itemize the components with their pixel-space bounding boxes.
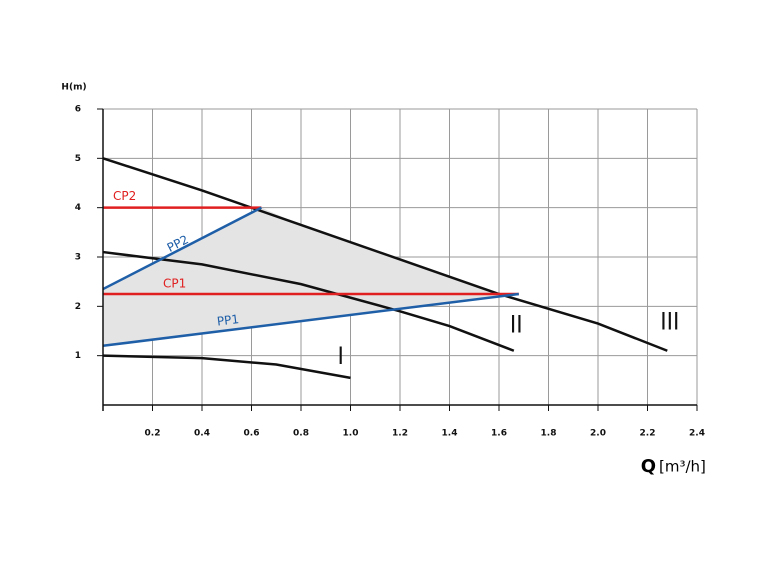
series-label: PP1 bbox=[216, 312, 240, 329]
x-tick-label: 1.4 bbox=[442, 429, 458, 439]
area-layer bbox=[103, 207, 519, 346]
x-tick-label: 1.0 bbox=[343, 429, 359, 439]
y-tick-label: 5 bbox=[75, 154, 81, 164]
series-label: CP2 bbox=[113, 189, 136, 203]
y-tick-label: 6 bbox=[75, 105, 81, 115]
y-tick-label: 1 bbox=[75, 351, 81, 361]
x-tick-label: 1.8 bbox=[541, 429, 557, 439]
x-tick-label: 1.6 bbox=[491, 429, 507, 439]
series-line bbox=[102, 292, 519, 348]
x-tick-label: 0.4 bbox=[194, 429, 210, 439]
y-axis-label: H(m) bbox=[61, 83, 86, 93]
y-tick-label: 2 bbox=[75, 302, 81, 312]
series-label: I bbox=[338, 342, 344, 370]
x-tick-label: 0.6 bbox=[244, 429, 260, 439]
series-line bbox=[102, 157, 668, 352]
x-tick-label: 2.2 bbox=[640, 429, 656, 439]
x-tick-label: 2.4 bbox=[689, 429, 705, 439]
series-line bbox=[102, 354, 351, 380]
y-tick-label: 4 bbox=[75, 203, 81, 213]
series-line bbox=[102, 250, 515, 352]
x-tick-label: 0.8 bbox=[293, 429, 309, 439]
series-label: CP1 bbox=[163, 277, 186, 291]
series-line bbox=[102, 206, 262, 291]
series-label: III bbox=[660, 308, 679, 336]
x-tick-label: 2.0 bbox=[590, 429, 606, 439]
y-tick-label: 3 bbox=[75, 253, 81, 263]
x-tick-label: 1.2 bbox=[392, 429, 408, 439]
x-axis-unit: [m³/h] bbox=[659, 458, 706, 476]
series-label: II bbox=[510, 311, 523, 339]
x-tick-label: 0.2 bbox=[145, 429, 161, 439]
x-axis-label: Q bbox=[641, 456, 656, 477]
operating-area bbox=[103, 207, 519, 346]
